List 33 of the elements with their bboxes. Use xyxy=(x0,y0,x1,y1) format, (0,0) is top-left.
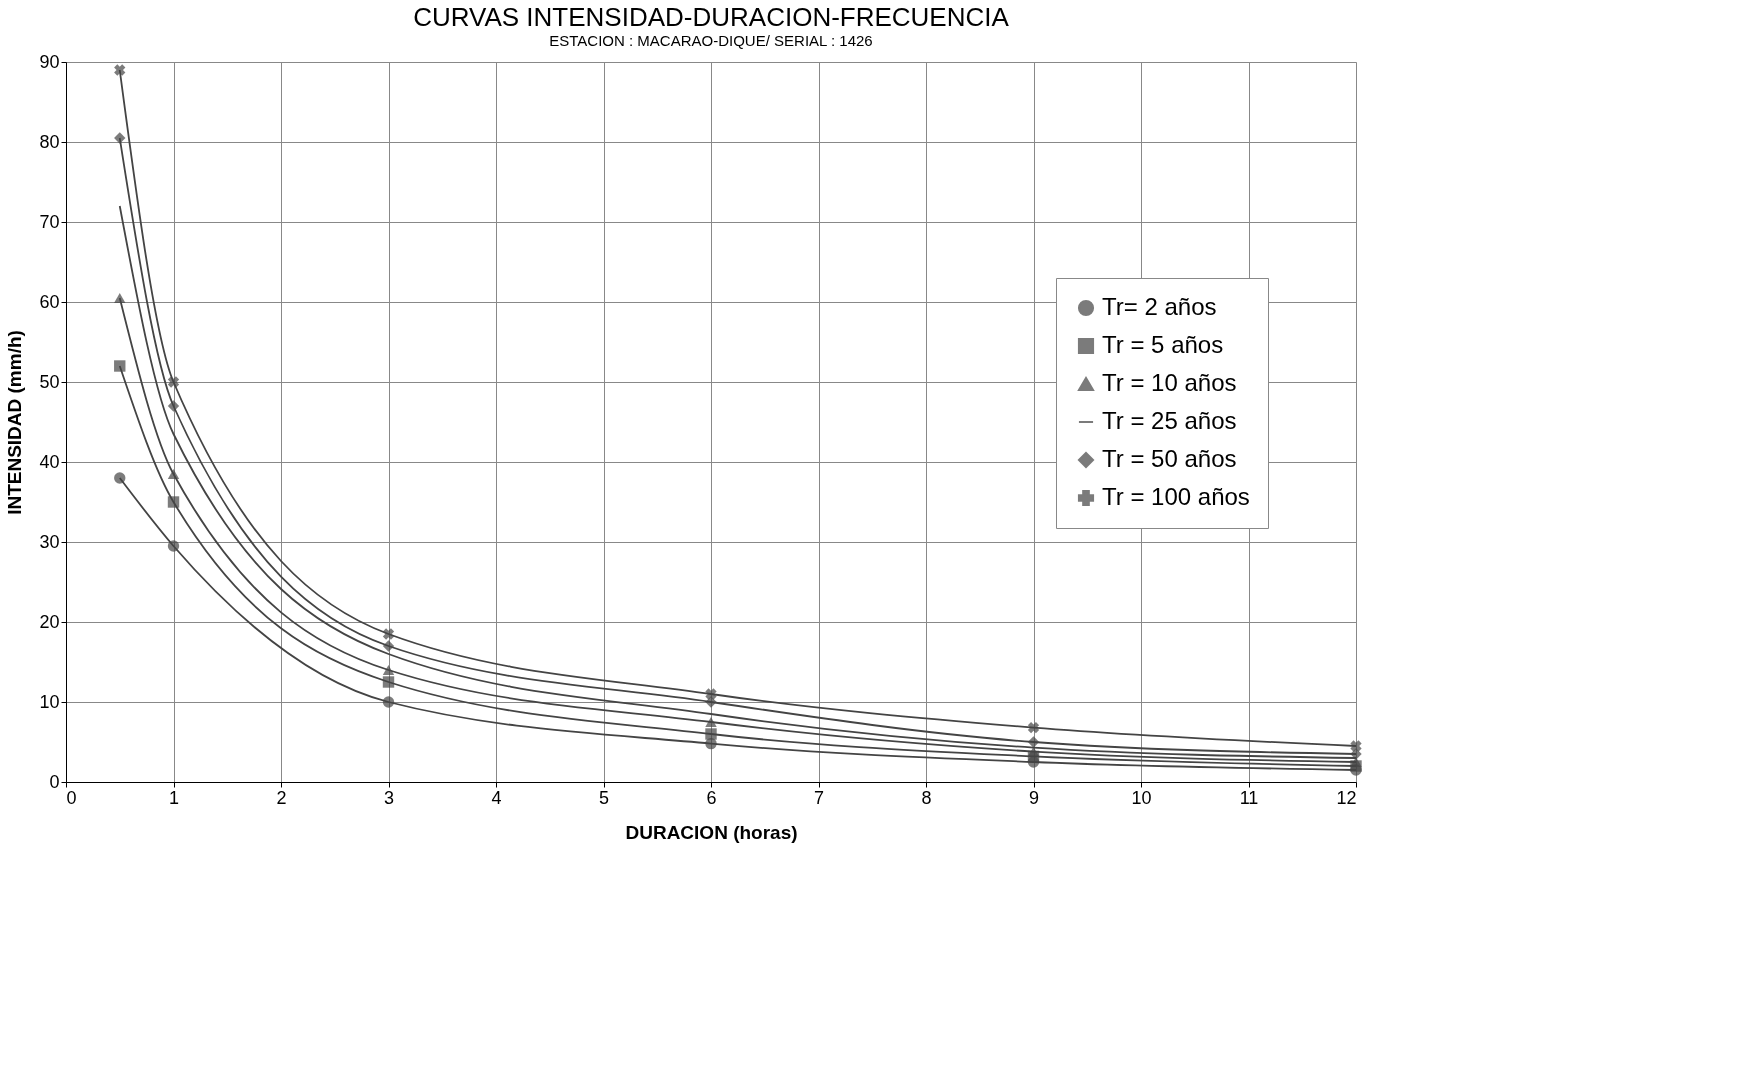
y-tick-label: 50 xyxy=(39,371,60,392)
x-axis-title: DURACION (horas) xyxy=(625,821,798,843)
legend-label: Tr= 2 años xyxy=(1102,293,1217,320)
y-axis-title: INTENSIDAD (mm/h) xyxy=(4,330,26,515)
legend-label: Tr = 25 años xyxy=(1102,407,1237,434)
x-tick-label: 7 xyxy=(813,787,825,808)
x-tick-label: 10 xyxy=(1131,787,1152,808)
y-tick-label: 10 xyxy=(39,691,60,712)
x-tick-label: 1 xyxy=(168,787,180,808)
chart-title: CURVAS INTENSIDAD-DURACION-FRECUENCIA xyxy=(413,2,1010,32)
y-tick-label: 70 xyxy=(39,211,60,232)
x-tick-label: 2 xyxy=(276,787,287,808)
y-tick-label: 90 xyxy=(39,51,60,72)
y-tick-label: 40 xyxy=(39,451,60,472)
y-tick-label: 20 xyxy=(39,611,60,632)
y-tick-label: 60 xyxy=(39,291,60,312)
legend-label: Tr = 50 años xyxy=(1102,445,1237,472)
y-tick-label: 30 xyxy=(39,531,60,552)
chart-subtitle: ESTACION : MACARAO-DIQUE/ SERIAL : 1426 xyxy=(549,32,873,49)
x-tick-label: 11 xyxy=(1239,787,1259,808)
legend-label: Tr = 100 años xyxy=(1102,483,1250,510)
x-tick-label: 9 xyxy=(1028,787,1040,808)
x-tick-label: 4 xyxy=(491,787,502,808)
x-tick-label: 6 xyxy=(706,787,717,808)
x-tick-label: 8 xyxy=(921,787,932,808)
y-tick-label: 0 xyxy=(49,771,60,792)
y-tick-label: 80 xyxy=(39,131,60,152)
x-tick-label: 5 xyxy=(598,787,610,808)
legend-label: Tr = 10 años xyxy=(1102,369,1237,396)
x-tick-label: 12 xyxy=(1336,787,1357,808)
x-tick-label: 0 xyxy=(66,787,77,808)
x-tick-label: 3 xyxy=(383,787,395,808)
legend-label: Tr = 5 años xyxy=(1102,331,1224,358)
